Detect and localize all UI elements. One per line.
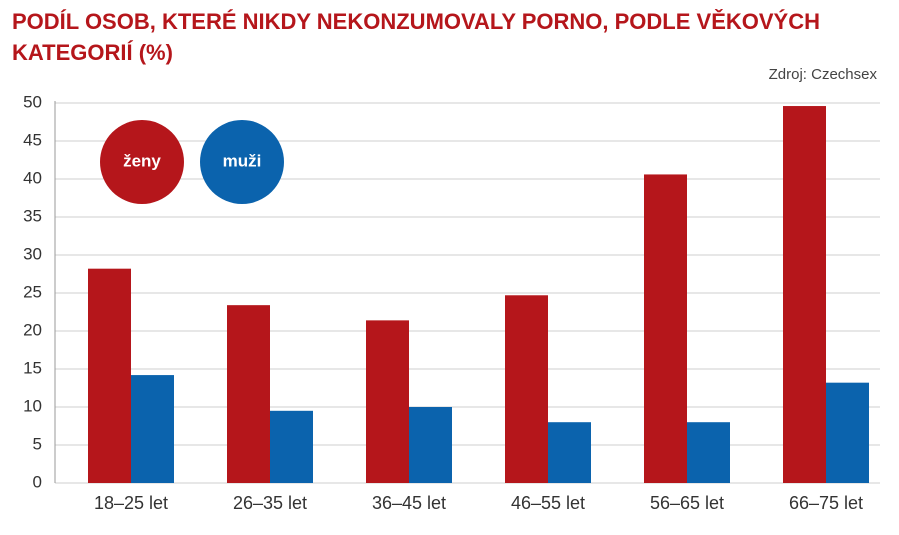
- y-tick-label: 40: [23, 168, 42, 187]
- bar: [644, 174, 687, 483]
- bar: [505, 295, 548, 483]
- y-tick-label: 50: [23, 92, 42, 111]
- legend-label: ženy: [123, 151, 161, 170]
- bar: [548, 422, 591, 483]
- x-tick-label: 26–35 let: [233, 493, 307, 513]
- y-tick-label: 45: [23, 130, 42, 149]
- bar: [88, 268, 131, 483]
- bar: [687, 422, 730, 483]
- source-note: Zdroj: Czechsex: [768, 66, 877, 83]
- y-tick-label: 25: [23, 282, 42, 301]
- bar: [409, 407, 452, 483]
- y-tick-label: 5: [33, 434, 42, 453]
- y-tick-label: 15: [23, 358, 42, 377]
- bar: [131, 375, 174, 483]
- legend-label: muži: [223, 151, 262, 170]
- bar: [783, 106, 826, 483]
- bar: [366, 320, 409, 483]
- x-tick-label: 56–65 let: [650, 493, 724, 513]
- bar: [826, 382, 869, 483]
- bar: [270, 410, 313, 483]
- y-tick-label: 35: [23, 206, 42, 225]
- y-tick-label: 10: [23, 396, 42, 415]
- x-tick-label: 46–55 let: [511, 493, 585, 513]
- x-tick-label: 36–45 let: [372, 493, 446, 513]
- y-tick-label: 30: [23, 244, 42, 263]
- bar: [227, 305, 270, 483]
- x-tick-label: 66–75 let: [789, 493, 863, 513]
- legend-marker: [100, 120, 184, 204]
- y-tick-label: 0: [33, 472, 42, 491]
- y-tick-label: 20: [23, 320, 42, 339]
- chart-title: PODÍL OSOB, KTERÉ NIKDY NEKONZUMOVALY PO…: [12, 9, 821, 65]
- x-tick-label: 18–25 let: [94, 493, 168, 513]
- legend-marker: [200, 120, 284, 204]
